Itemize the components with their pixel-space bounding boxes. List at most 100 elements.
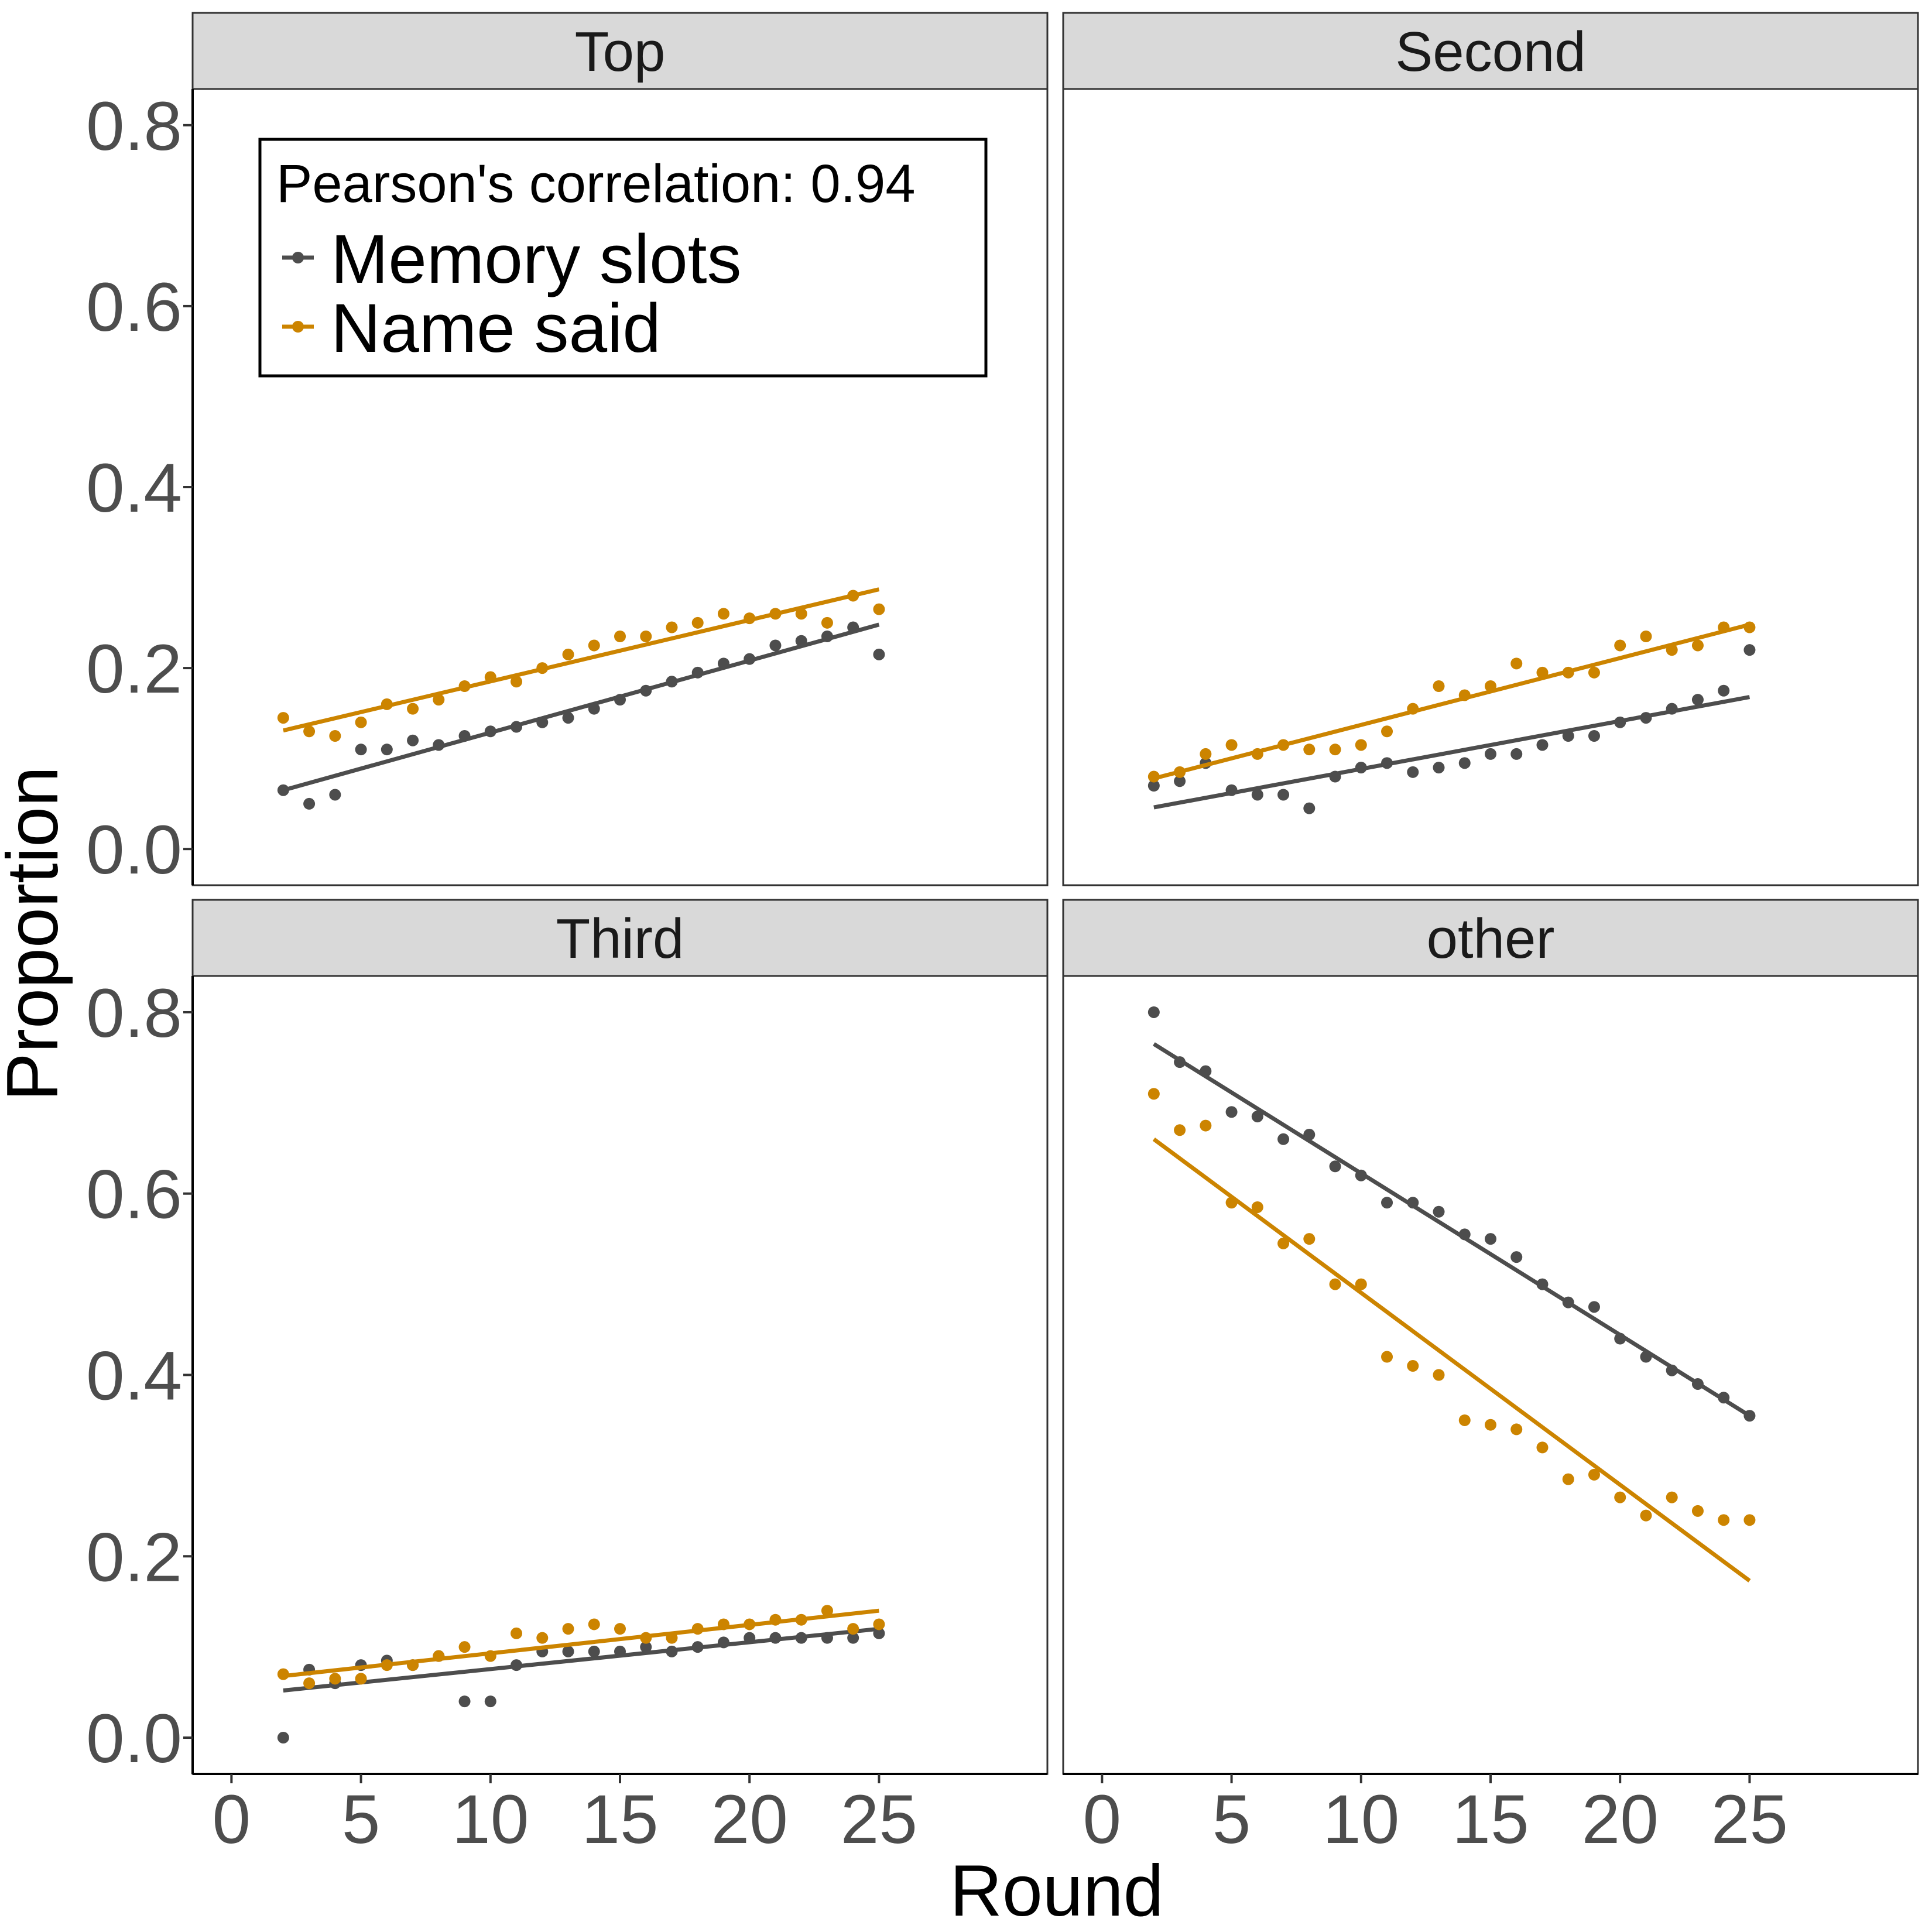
series-memory-slots-top (277, 621, 885, 810)
point-memory-slots-top (355, 744, 367, 756)
point-memory-slots-second (1562, 730, 1574, 742)
point-memory-slots-second (1691, 694, 1704, 706)
point-name-said-third (821, 1605, 833, 1617)
point-memory-slots-third (847, 1632, 859, 1644)
point-name-said-top (277, 712, 289, 724)
point-name-said-third (433, 1650, 445, 1662)
point-name-said-third (588, 1618, 600, 1630)
point-memory-slots-second (1303, 802, 1316, 814)
x-tick-label: 5 (1212, 1781, 1251, 1858)
point-name-said-other (1458, 1414, 1471, 1426)
point-memory-slots-second (1407, 766, 1419, 778)
strip-third (191, 899, 1049, 977)
series-name-said-top (277, 587, 885, 742)
point-name-said-third (717, 1618, 729, 1630)
point-memory-slots-third (614, 1645, 626, 1657)
point-name-said-second (1743, 621, 1756, 633)
point-name-said-top (458, 680, 471, 692)
point-name-said-other (1588, 1468, 1600, 1481)
point-memory-slots-second (1174, 775, 1186, 787)
point-memory-slots-top (717, 657, 729, 670)
point-memory-slots-other (1225, 1106, 1238, 1118)
y-tick-label: 0.2 (86, 631, 182, 708)
point-memory-slots-top (381, 744, 393, 756)
point-name-said-top (562, 648, 574, 660)
point-memory-slots-top (536, 716, 549, 728)
point-name-said-second (1303, 744, 1316, 756)
legend-box (258, 138, 988, 378)
point-name-said-other (1407, 1360, 1419, 1372)
point-name-said-other (1510, 1423, 1523, 1436)
x-tick-label: 25 (841, 1781, 917, 1858)
point-name-said-third (484, 1650, 496, 1662)
point-name-said-other (1225, 1197, 1238, 1209)
point-memory-slots-top (484, 725, 496, 738)
point-name-said-third (847, 1623, 859, 1635)
point-memory-slots-top (277, 784, 289, 796)
point-memory-slots-top (666, 676, 678, 688)
point-name-said-third (536, 1632, 549, 1644)
point-memory-slots-third (458, 1695, 471, 1708)
panels-layer: Top Second Third other (191, 12, 1919, 1775)
y-tick-label: 0.4 (86, 1338, 182, 1415)
point-name-said-third (691, 1623, 704, 1635)
point-memory-slots-other (1355, 1169, 1367, 1181)
point-name-said-third (769, 1614, 782, 1626)
point-name-said-other (1200, 1119, 1212, 1132)
point-name-said-second (1277, 739, 1290, 751)
fit-line-memory-slots-top (282, 622, 880, 793)
strip-top (191, 12, 1049, 90)
point-name-said-top (666, 621, 678, 633)
point-name-said-other (1174, 1124, 1186, 1136)
point-name-said-third (277, 1668, 289, 1680)
point-name-said-top (873, 603, 885, 615)
point-name-said-third (562, 1623, 574, 1635)
point-memory-slots-top (691, 666, 704, 679)
point-memory-slots-second (1640, 712, 1652, 724)
y-tick-label: 0.0 (86, 811, 182, 889)
point-memory-slots-other (1485, 1233, 1496, 1245)
x-tick-label: 20 (711, 1781, 788, 1858)
point-memory-slots-second (1251, 789, 1263, 801)
point-name-said-third (329, 1673, 341, 1685)
x-tick-label: 25 (1711, 1781, 1788, 1858)
point-name-said-other (1485, 1419, 1496, 1431)
point-name-said-other (1614, 1491, 1626, 1503)
point-memory-slots-other (1510, 1251, 1523, 1263)
legend-label-memory-slots: Memory slots (331, 221, 742, 298)
y-tick-label: 0.8 (86, 975, 182, 1052)
point-name-said-top (691, 616, 704, 629)
point-name-said-second (1691, 639, 1704, 652)
point-memory-slots-second (1743, 644, 1756, 656)
point-memory-slots-top (847, 621, 859, 633)
point-memory-slots-top (329, 789, 341, 801)
point-name-said-second (1174, 766, 1186, 778)
point-name-said-third (303, 1677, 316, 1690)
series-name-said-third (277, 1605, 885, 1690)
point-memory-slots-third (691, 1641, 704, 1653)
point-name-said-top (640, 631, 652, 642)
point-memory-slots-second (1355, 762, 1367, 774)
point-name-said-top (795, 608, 807, 620)
point-name-said-second (1355, 739, 1367, 751)
point-name-said-third (511, 1627, 523, 1639)
point-memory-slots-other (1303, 1129, 1316, 1141)
point-memory-slots-top (795, 635, 807, 647)
series-memory-slots-third (277, 1626, 885, 1744)
point-memory-slots-top (821, 631, 833, 642)
point-name-said-second (1200, 748, 1212, 760)
point-memory-slots-other (1743, 1410, 1756, 1422)
point-name-said-other (1718, 1514, 1730, 1526)
point-memory-slots-second (1329, 770, 1341, 783)
point-memory-slots-top (433, 739, 445, 751)
point-memory-slots-top (458, 730, 471, 742)
x-tick-label: 10 (452, 1781, 529, 1858)
point-name-said-other (1277, 1237, 1290, 1249)
point-name-said-top (329, 730, 341, 742)
strip-label-third: Third (556, 907, 684, 970)
point-memory-slots-second (1381, 757, 1393, 769)
point-memory-slots-other (1691, 1378, 1704, 1390)
point-name-said-second (1562, 666, 1574, 679)
point-memory-slots-second (1225, 784, 1238, 796)
strip-label-other: other (1427, 907, 1555, 970)
